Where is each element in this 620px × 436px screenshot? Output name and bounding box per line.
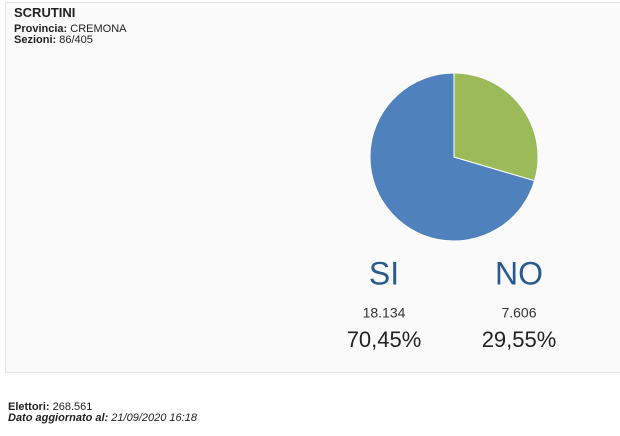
vote-count: 18.134: [363, 305, 406, 321]
option-label: SI: [369, 255, 399, 291]
pie-slice: [369, 72, 536, 242]
percentage: 70,45%: [347, 327, 422, 352]
sections-line: Sezioni: 86/405: [14, 35, 93, 46]
footer: Elettori: 268.561 Dato aggiornato al: 21…: [8, 402, 197, 424]
value: 86/405: [59, 34, 93, 46]
label: Sezioni:: [14, 34, 57, 46]
label: Provincia:: [14, 23, 68, 35]
chart: SI 18.134 70,45% NO 7.606 29,55%: [347, 72, 557, 352]
voters-line: Elettori: 268.561: [8, 402, 197, 413]
percentage: 29,55%: [482, 327, 557, 352]
vote-count: 7.606: [501, 305, 536, 321]
value: 268.561: [52, 401, 93, 413]
value: CREMONA: [70, 23, 127, 35]
label: Dato aggiornato al:: [8, 412, 109, 424]
updated-line: Dato aggiornato al: 21/09/2020 16:18: [8, 413, 197, 424]
label: Elettori:: [8, 401, 50, 413]
title: SCRUTINI: [14, 5, 76, 20]
value: 21/09/2020 16:18: [111, 412, 197, 424]
pie-slice: [453, 72, 539, 182]
province-line: Provincia: CREMONA: [14, 24, 126, 35]
option-label: NO: [495, 255, 543, 291]
